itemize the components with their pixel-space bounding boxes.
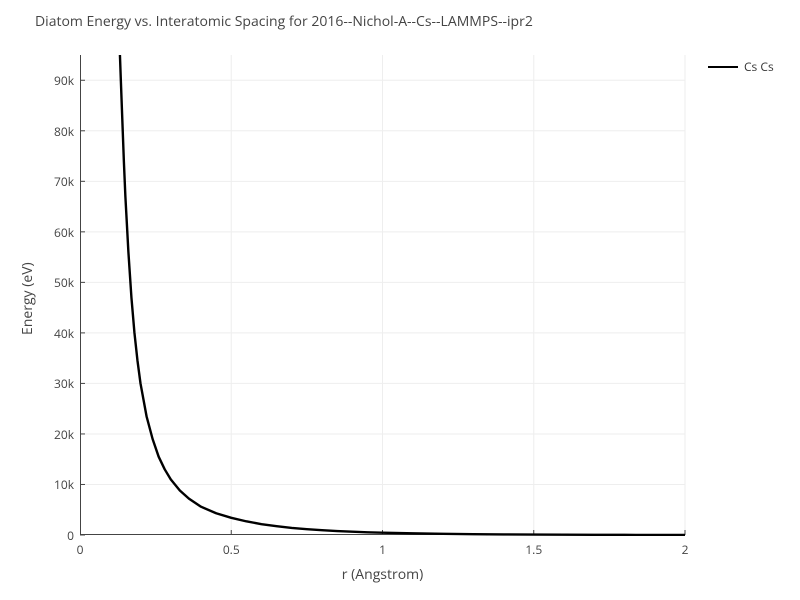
chart-title: Diatom Energy vs. Interatomic Spacing fo… (35, 12, 533, 31)
legend: Cs Cs (708, 58, 774, 75)
chart-plot-area (80, 55, 686, 536)
x-axis-label: r (Angstrom) (333, 565, 433, 584)
y-tick-label: 60k (40, 224, 74, 241)
x-tick-label: 1.5 (519, 541, 549, 558)
y-tick-label: 80k (40, 123, 74, 140)
legend-swatch-icon (708, 66, 738, 68)
y-tick-label: 70k (40, 173, 74, 190)
x-tick-label: 0.5 (216, 541, 246, 558)
legend-label: Cs Cs (744, 58, 774, 75)
y-tick-label: 10k (40, 476, 74, 493)
chart-container: Diatom Energy vs. Interatomic Spacing fo… (0, 0, 800, 600)
x-tick-label: 2 (670, 541, 700, 558)
y-tick-label: 40k (40, 325, 74, 342)
y-tick-label: 50k (40, 274, 74, 291)
y-tick-label: 0 (40, 527, 74, 544)
y-tick-label: 20k (40, 426, 74, 443)
y-tick-label: 90k (40, 72, 74, 89)
y-axis-label: Energy (eV) (18, 262, 37, 335)
x-tick-label: 1 (368, 541, 398, 558)
y-tick-label: 30k (40, 375, 74, 392)
